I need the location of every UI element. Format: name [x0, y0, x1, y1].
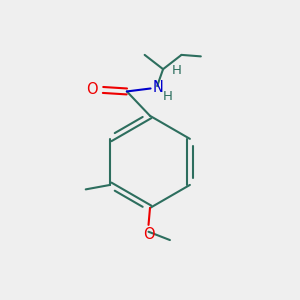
- Text: H: H: [163, 90, 173, 103]
- Text: O: O: [86, 82, 98, 97]
- Text: H: H: [171, 64, 181, 77]
- Text: O: O: [143, 227, 154, 242]
- Text: N: N: [152, 80, 163, 95]
